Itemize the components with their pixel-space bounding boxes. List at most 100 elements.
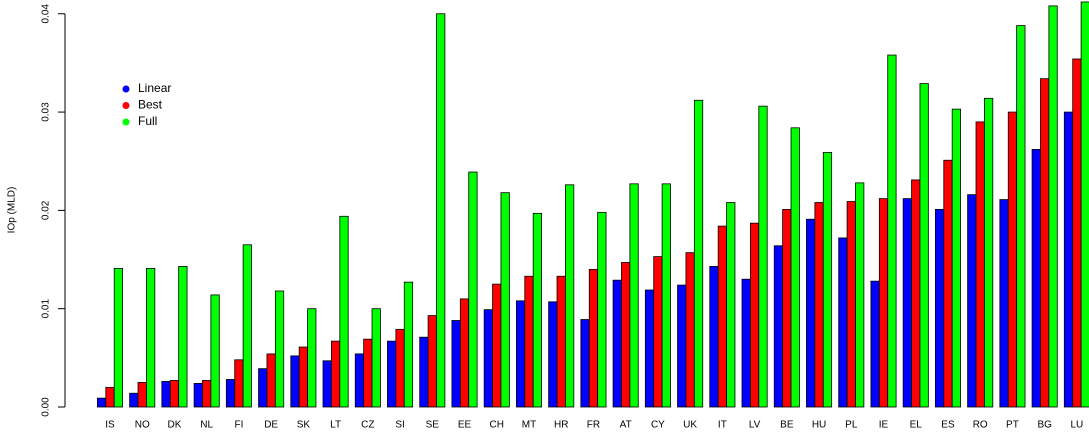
bar: [178, 266, 188, 408]
bar: [556, 275, 566, 408]
bar: [193, 383, 203, 408]
bar: [709, 266, 719, 408]
x-tick-label: CH: [490, 420, 504, 431]
x-tick-label: MT: [522, 420, 536, 431]
bar: [580, 319, 590, 408]
bar: [169, 380, 180, 408]
bar: [354, 353, 365, 408]
y-tick-label: 0.00: [41, 397, 52, 417]
bar: [483, 309, 493, 408]
bar: [967, 194, 977, 408]
bar: [790, 127, 800, 408]
bar: [129, 392, 139, 408]
y-axis-label: IOp (MLD): [7, 187, 18, 234]
bar: [1048, 5, 1058, 408]
bar: [773, 245, 784, 408]
bar: [1007, 111, 1018, 408]
bar: [274, 290, 285, 408]
bar: [331, 340, 341, 408]
x-tick-label: FR: [587, 420, 600, 431]
x-tick-label: RO: [973, 420, 988, 431]
bar: [621, 262, 631, 408]
legend-marker: [122, 102, 130, 109]
bar: [919, 83, 929, 408]
x-tick-label: SE: [426, 420, 440, 431]
bar: [225, 379, 236, 408]
x-tick-label: DE: [264, 420, 278, 431]
x-tick-label: IS: [105, 420, 115, 431]
bar: [661, 183, 671, 408]
bar: [999, 199, 1009, 408]
bar: [290, 355, 300, 408]
bar: [911, 179, 921, 408]
bar: [629, 183, 639, 408]
bar: [934, 208, 945, 408]
bar: [500, 192, 510, 408]
bar: [822, 151, 833, 408]
bar: [677, 284, 687, 408]
x-tick-label: CZ: [361, 420, 374, 431]
bar: [339, 215, 349, 408]
bar: [242, 244, 252, 408]
bar: [395, 328, 405, 408]
bar: [685, 252, 695, 408]
bar: [750, 222, 760, 408]
bar: [113, 267, 123, 408]
bar: [597, 211, 607, 408]
bar: [202, 380, 212, 408]
bar: [984, 97, 994, 408]
x-tick-label: UK: [683, 420, 697, 431]
bar: [887, 54, 897, 408]
bar: [492, 283, 502, 408]
x-tick-label: PT: [1006, 420, 1019, 431]
x-tick-label: NL: [200, 420, 213, 431]
bar: [870, 280, 880, 408]
x-tick-label: BG: [1037, 420, 1052, 431]
x-tick-label: HU: [812, 420, 826, 431]
y-tick-label: 0.03: [41, 102, 52, 122]
y-tick-label: 0.02: [41, 200, 52, 220]
bar: [1031, 149, 1041, 408]
y-tick-label: 0.01: [41, 299, 52, 319]
bar: [524, 275, 534, 408]
x-tick-label: EL: [910, 420, 923, 431]
x-tick-label: BE: [780, 420, 794, 431]
bar: [943, 159, 953, 408]
bar: [1072, 58, 1082, 408]
x-tick-label: DK: [168, 420, 182, 431]
bar: [427, 315, 437, 408]
bar: [307, 308, 317, 408]
bar: [1016, 25, 1026, 408]
bar: [726, 202, 736, 408]
bar: [468, 171, 478, 408]
bar: [1080, 1, 1089, 408]
bar: [782, 208, 792, 408]
bar: [644, 289, 655, 408]
legend-label: Full: [138, 114, 157, 128]
legend-marker: [122, 85, 130, 93]
bar: [258, 368, 268, 408]
bar: [298, 346, 308, 408]
bar: [1063, 111, 1074, 408]
bar: [902, 198, 912, 408]
bar: [814, 202, 824, 408]
bar: [548, 301, 558, 408]
bar: [741, 278, 751, 408]
bar: [532, 212, 542, 408]
x-tick-label: HR: [554, 420, 568, 431]
bar: [234, 359, 244, 408]
bar: [403, 281, 414, 408]
bar: [436, 13, 446, 408]
x-tick-label: LT: [330, 420, 341, 431]
x-tick-label: ES: [941, 420, 955, 431]
bar: [322, 360, 332, 408]
legend-label: Best: [138, 98, 163, 112]
bar: [161, 381, 171, 408]
bar: [146, 267, 156, 408]
bar: [878, 198, 889, 408]
bar: [371, 308, 381, 408]
bar: [717, 225, 727, 408]
x-tick-label: IT: [718, 420, 727, 431]
bar: [838, 237, 848, 408]
